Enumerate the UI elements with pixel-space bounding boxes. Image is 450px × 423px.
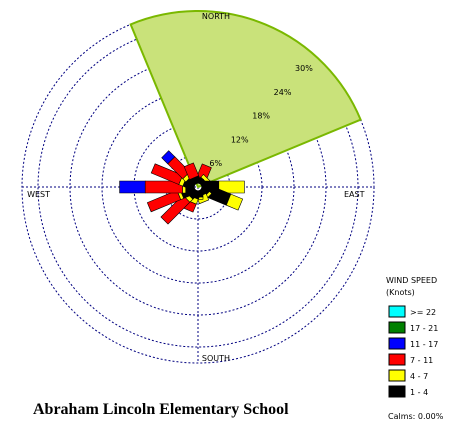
chart-title: Abraham Lincoln Elementary School	[33, 401, 289, 418]
legend-swatch	[388, 305, 406, 318]
ring-label: 6%	[209, 159, 222, 168]
petal-segment	[225, 193, 244, 211]
petal-segment	[183, 162, 200, 180]
legend-swatch	[388, 353, 406, 366]
ring-label: 18%	[252, 112, 270, 121]
legend-swatch	[388, 337, 406, 350]
ring-label: 24%	[274, 88, 292, 97]
legend: WIND SPEED (Knots) >= 22 17 - 21 11 - 17 7 …	[386, 276, 444, 421]
petal-segment	[160, 194, 191, 225]
east-label: EAST	[344, 190, 365, 199]
petal-segment	[146, 189, 182, 213]
legend-label: 11 - 17	[410, 340, 438, 349]
petal-segment	[150, 163, 184, 185]
petal-segment	[218, 180, 245, 194]
south-label: SOUTH	[202, 354, 230, 363]
petal-segment	[119, 180, 146, 194]
legend-swatch	[388, 385, 406, 398]
legend-swatch	[388, 321, 406, 334]
legend-label: 1 - 4	[410, 388, 428, 397]
ring-labels: 6% 12% 18% 24% 30%	[209, 64, 313, 168]
legend-items: >= 22 17 - 21 11 - 17 7 - 11 4 - 7 1 - 4	[388, 305, 438, 398]
legend-title-line1: WIND SPEED	[386, 276, 437, 285]
north-label: NORTH	[202, 12, 230, 21]
ring-label: 30%	[295, 64, 313, 73]
calms-label: Calms: 0.00%	[388, 412, 444, 421]
legend-label: 7 - 11	[410, 356, 433, 365]
legend-title-line2: (Knots)	[386, 288, 415, 297]
petal-segment	[161, 150, 176, 165]
legend-swatch	[388, 369, 406, 382]
west-label: WEST	[27, 190, 50, 199]
legend-label: 17 - 21	[410, 324, 438, 333]
highlighted-sector	[129, 10, 362, 189]
ring-label: 12%	[231, 135, 249, 144]
legend-label: >= 22	[410, 308, 436, 317]
legend-label: 4 - 7	[410, 372, 428, 381]
petals-group	[119, 150, 245, 225]
